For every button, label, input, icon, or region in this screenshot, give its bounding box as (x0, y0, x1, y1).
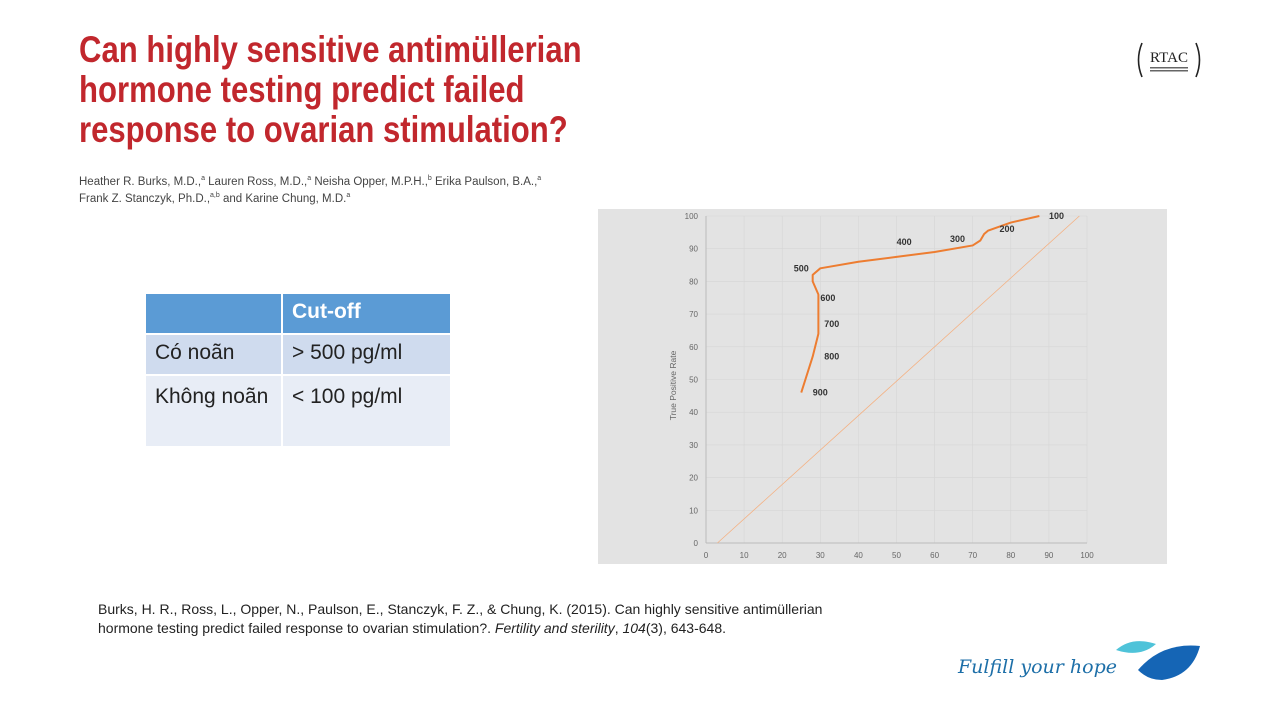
table-row: Có noãn > 500 pg/ml (144, 333, 452, 376)
y-tick-label: 60 (689, 343, 698, 352)
threshold-label: 500 (794, 263, 809, 273)
x-tick-label: 50 (892, 551, 901, 560)
threshold-label: 400 (897, 237, 912, 247)
table-cell: Có noãn (144, 333, 283, 376)
table-header-row: Cut-off (144, 292, 452, 335)
table-cell: Không noãn (144, 374, 283, 448)
author-name: and Karine Chung, M.D. (219, 192, 347, 205)
affiliation-mark: a,b (210, 191, 220, 199)
journal-name: Fertility and sterility (494, 620, 615, 636)
affiliation-mark: a (307, 175, 312, 182)
y-tick-label: 10 (689, 506, 698, 515)
author-name: Erika Paulson, B.A., (431, 175, 538, 188)
threshold-label: 100 (1049, 211, 1064, 221)
y-tick-label: 80 (689, 277, 698, 286)
citation-line: hormone testing predict failed response … (98, 619, 822, 638)
threshold-label: 700 (824, 319, 839, 329)
x-tick-label: 10 (740, 551, 749, 560)
table-cell: < 100 pg/ml (281, 374, 452, 448)
x-tick-label: 70 (968, 551, 977, 560)
author-name: Heather R. Burks, M.D., (79, 175, 202, 188)
header-cell (144, 292, 283, 335)
x-tick-label: 90 (1044, 551, 1053, 560)
threshold-label: 600 (820, 293, 835, 303)
y-axis-label: True Positive Rate (668, 350, 678, 420)
authors-line: Frank Z. Stanczyk, Ph.D.,a,b and Karine … (79, 189, 541, 206)
slide-title: Can highly sensitive antimüllerian hormo… (79, 30, 751, 150)
y-tick-label: 40 (689, 408, 698, 417)
x-tick-label: 20 (778, 551, 787, 560)
y-tick-label: 30 (689, 441, 698, 450)
reference-line (717, 215, 1080, 544)
author-name: Lauren Ross, M.D., (204, 175, 308, 188)
title-line: response to ovarian stimulation? (79, 109, 568, 150)
author-name: Neisha Opper, M.P.H., (311, 175, 428, 188)
threshold-label: 300 (950, 234, 965, 244)
leaf-logo-icon (1116, 641, 1200, 680)
citation-text: , (614, 620, 623, 636)
y-tick-label: 70 (689, 310, 698, 319)
rtac-logo: RTAC (1137, 42, 1201, 78)
affiliation-mark: a (201, 175, 205, 182)
y-tick-label: 50 (689, 376, 698, 385)
x-tick-label: 30 (816, 551, 825, 560)
roc-curve (800, 215, 1040, 393)
title-line: hormone testing predict failed (79, 69, 525, 110)
y-tick-label: 100 (685, 212, 699, 221)
threshold-label: 900 (813, 388, 828, 398)
title-line: Can highly sensitive antimüllerian (79, 29, 582, 70)
y-tick-label: 90 (689, 245, 698, 254)
citation-text: hormone testing predict failed response … (98, 620, 495, 636)
table-cell: > 500 pg/ml (281, 333, 452, 376)
citation-text: (3), 643-648. (645, 620, 727, 636)
affiliation-mark: a (346, 191, 351, 199)
citation: Burks, H. R., Ross, L., Opper, N., Pauls… (98, 600, 822, 638)
affiliation-mark: a (537, 175, 542, 182)
x-tick-label: 80 (1006, 551, 1015, 560)
table-row: Không noãn < 100 pg/ml (144, 374, 452, 448)
threshold-label: 200 (999, 224, 1014, 234)
x-tick-label: 100 (1080, 551, 1094, 560)
threshold-label: 800 (824, 352, 839, 362)
roc-chart: 0 10 20 30 40 50 60 70 80 90 100 0 10 20 30 40 50 60 70 80 9… (598, 209, 1167, 564)
tagline: Fulfill your hope (958, 656, 1117, 678)
x-tick-label: 0 (704, 551, 709, 560)
y-tick-label: 20 (689, 474, 698, 483)
header-cell: Cut-off (281, 292, 452, 335)
volume: 104 (622, 620, 646, 636)
y-tick-label: 0 (694, 539, 699, 548)
x-tick-label: 60 (930, 551, 939, 560)
cutoff-table: Cut-off Có noãn > 500 pg/ml Không noãn < 1… (144, 292, 452, 448)
authors: Heather R. Burks, M.D.,a Lauren Ross, M.… (79, 172, 541, 206)
svg-text:RTAC: RTAC (1150, 50, 1188, 66)
affiliation-mark: b (427, 175, 432, 182)
authors-line: Heather R. Burks, M.D.,a Lauren Ross, M.… (79, 172, 541, 189)
citation-line: Burks, H. R., Ross, L., Opper, N., Pauls… (98, 601, 823, 617)
author-name: Frank Z. Stanczyk, Ph.D., (79, 192, 211, 205)
x-tick-label: 40 (854, 551, 863, 560)
